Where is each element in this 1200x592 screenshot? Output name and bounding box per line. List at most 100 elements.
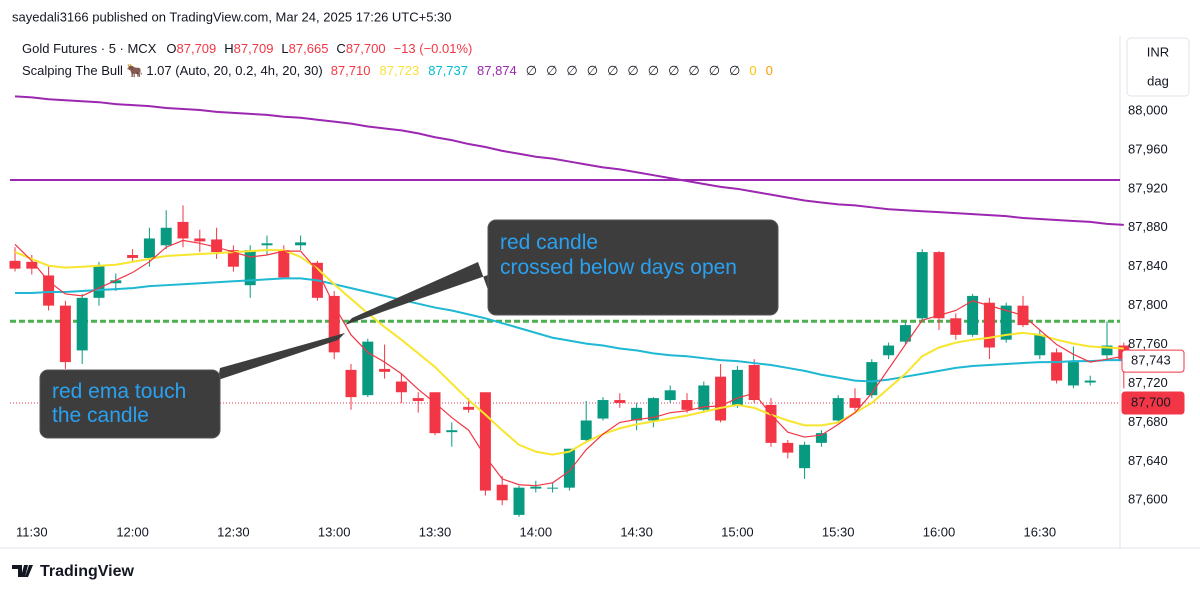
indicator-value: ∅: [587, 63, 598, 78]
candle-body: [412, 398, 424, 402]
indicator-value: 87,723: [379, 63, 419, 78]
change: −13 (−0.01%): [394, 41, 473, 56]
x-tick-label: 11:30: [16, 524, 48, 539]
indicator-value: ∅: [688, 63, 699, 78]
annotation: red ema touch the candle: [39, 333, 345, 439]
timeframe: dag: [1147, 73, 1169, 88]
callout-pointer: [345, 262, 488, 325]
candle-body: [143, 238, 155, 258]
candle-body: [967, 295, 979, 335]
candle-body: [1084, 380, 1096, 383]
y-tick-label: 87,640: [1128, 453, 1168, 468]
candle-body: [463, 406, 475, 410]
candle-body: [9, 260, 21, 269]
x-tick-label: 13:00: [318, 524, 351, 539]
candle-body: [1051, 352, 1063, 381]
candle-body: [1000, 305, 1012, 340]
callout-pointer: [218, 333, 345, 380]
indicator-value: 0: [766, 63, 773, 78]
indicator-value: ∅: [648, 63, 659, 78]
candle-body: [395, 381, 407, 393]
price-tag: [1121, 391, 1185, 415]
candle-body: [799, 444, 811, 469]
indicator-line: [15, 277, 1124, 383]
candle-body: [664, 390, 676, 401]
ohlc-key: L: [281, 41, 288, 56]
candle-body: [950, 318, 962, 335]
annotation-text: red ema touch: [52, 380, 186, 403]
ohlc-key: C: [336, 41, 345, 56]
candle-body: [295, 242, 307, 246]
indicator-line: [14, 239, 1124, 487]
x-tick-label: 12:00: [116, 524, 149, 539]
annotation-text: the candle: [52, 404, 149, 427]
x-tick-label: 15:30: [822, 524, 855, 539]
y-tick-label: 87,600: [1128, 492, 1168, 507]
candle-body: [563, 448, 575, 488]
x-tick-label: 14:30: [620, 524, 653, 539]
candle-body: [26, 261, 38, 269]
currency-box: [1126, 37, 1190, 97]
indicator-legend: Scalping The Bull 🐂 1.07 (Auto, 20, 0.2,…: [22, 63, 773, 78]
annotation-text: crossed below days open: [500, 256, 737, 279]
candle-body: [278, 250, 290, 278]
candle-body: [43, 275, 55, 306]
ohlc-value: 87,709: [234, 41, 274, 56]
y-tick-label: 87,920: [1128, 180, 1168, 195]
indicator-value: ∅: [729, 63, 740, 78]
annotation: red candle crossed below days open: [345, 219, 779, 325]
candle-body: [513, 487, 525, 515]
brand-logo: [12, 565, 33, 577]
candle-body: [899, 325, 911, 342]
ohlc-key: O: [166, 41, 176, 56]
candle-body: [782, 442, 794, 453]
candle-body: [866, 362, 878, 396]
candle-body: [177, 221, 189, 239]
currency: INR: [1147, 44, 1169, 59]
candle-body: [93, 265, 105, 298]
annotation-box: [39, 369, 221, 439]
ohlc-value: 87,709: [177, 41, 217, 56]
x-tick-label: 15:00: [721, 524, 754, 539]
candle-body: [580, 420, 592, 440]
candle-body: [765, 404, 777, 443]
indicator-value: ∅: [709, 63, 720, 78]
candle-body: [883, 345, 895, 356]
candle-body: [748, 365, 760, 401]
y-tick-label: 87,760: [1128, 336, 1168, 351]
y-tick-label: 87,880: [1128, 219, 1168, 234]
symbol-name: Gold Futures · 5 · MCX: [22, 41, 157, 56]
candle-body: [815, 433, 827, 443]
candle-body: [76, 297, 88, 351]
annotation-text: red candle: [500, 231, 598, 254]
indicator-name: Scalping The Bull 🐂 1.07 (Auto, 20, 0.2,…: [22, 63, 323, 78]
candle-body: [1101, 345, 1113, 356]
x-tick-label: 14:00: [520, 524, 553, 539]
indicator-value: 87,874: [477, 63, 517, 78]
annotation-box: [487, 219, 779, 316]
ohlc-value: 87,700: [346, 41, 386, 56]
ohlc-value: 87,665: [289, 41, 329, 56]
plot: [9, 95, 1130, 517]
candle-body: [597, 400, 609, 419]
indicator-value: 87,737: [428, 63, 468, 78]
brand: TradingView: [40, 563, 135, 580]
candle-body: [379, 368, 391, 372]
indicator-value: 0: [749, 63, 756, 78]
indicator-value: ∅: [526, 63, 537, 78]
candle-body: [530, 486, 542, 489]
y-tick-label: 87,680: [1128, 414, 1168, 429]
candle-body: [1034, 334, 1046, 356]
candle-body: [127, 255, 139, 258]
candle-body: [227, 250, 239, 267]
indicator-value: ∅: [627, 63, 638, 78]
indicator-line: [14, 95, 1124, 226]
candle-body: [59, 305, 71, 363]
candle-body: [479, 392, 491, 491]
symbol-legend: Gold Futures · 5 · MCX O87,709 H87,709 L87,…: [22, 41, 472, 56]
y-tick-label: 87,960: [1128, 141, 1168, 156]
y-tick-label: 88,000: [1128, 102, 1168, 117]
candle-body: [983, 302, 995, 348]
candle-body: [614, 400, 626, 403]
